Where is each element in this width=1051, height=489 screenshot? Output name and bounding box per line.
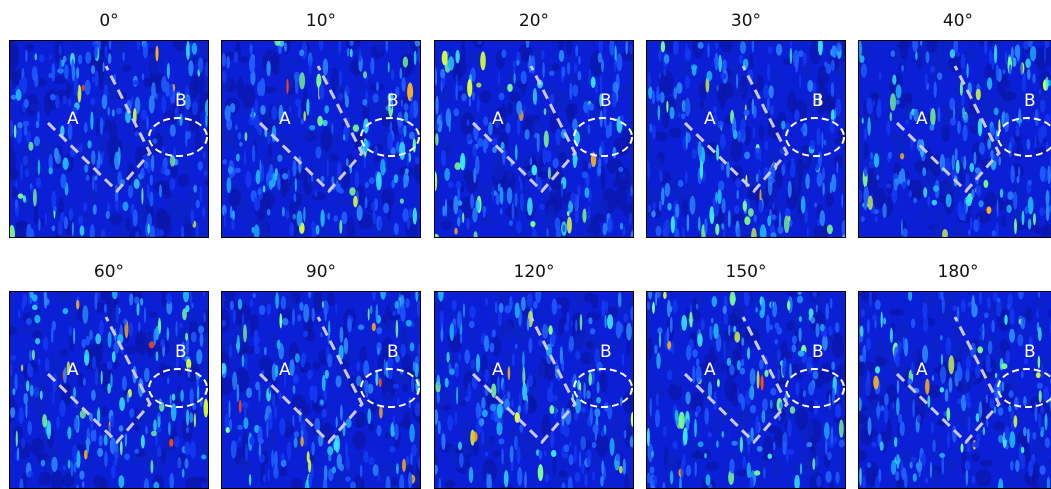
heatmap-canvas [647,292,845,488]
panel-title: 10° [221,8,421,34]
label-a: A [492,109,504,129]
heatmap-image: A B [858,291,1051,489]
heatmap-image: A B [646,40,846,238]
heatmap-canvas [222,292,420,488]
heatmap-image: A B [434,291,634,489]
panel-title: 90° [221,259,421,285]
label-b: B [175,91,187,111]
label-a: A [279,109,291,129]
label-b: B [600,91,612,111]
heatmap-canvas [10,292,208,488]
label-a: A [916,109,928,129]
panel-title: 180° [858,259,1051,285]
heatmap-canvas [647,41,845,237]
label-b: B [1024,91,1036,111]
heatmap-image: A B [858,40,1051,238]
label-a: A [704,109,716,129]
panel-title: 150° [646,259,846,285]
heatmap-image: A B [9,291,209,489]
label-a: A [916,360,928,380]
label-b: B [387,91,399,111]
heatmap-canvas [435,292,633,488]
label-a: A [492,360,504,380]
heatmap-canvas [859,41,1051,237]
label-b: B [812,91,824,111]
label-b: B [387,342,399,362]
panel-title: 40° [858,8,1051,34]
panel-title: 60° [9,259,209,285]
label-a: A [704,360,716,380]
heatmap-image: A B [221,40,421,238]
heatmap-canvas [859,292,1051,488]
panel-title: 20° [434,8,634,34]
heatmap-image: A B [434,40,634,238]
label-b: B [1024,342,1036,362]
heatmap-canvas [222,41,420,237]
heatmap-canvas [10,41,208,237]
heatmap-image: A B [9,40,209,238]
label-a: A [67,360,79,380]
label-b: B [175,342,187,362]
heatmap-image: A B [646,291,846,489]
panel-title: 0° [9,8,209,34]
heatmap-canvas [435,41,633,237]
label-a: A [67,109,79,129]
heatmap-image: A B [221,291,421,489]
label-a: A [279,360,291,380]
label-b: B [600,342,612,362]
panel-title: 30° [646,8,846,34]
label-b: B [812,342,824,362]
panel-title: 120° [434,259,634,285]
